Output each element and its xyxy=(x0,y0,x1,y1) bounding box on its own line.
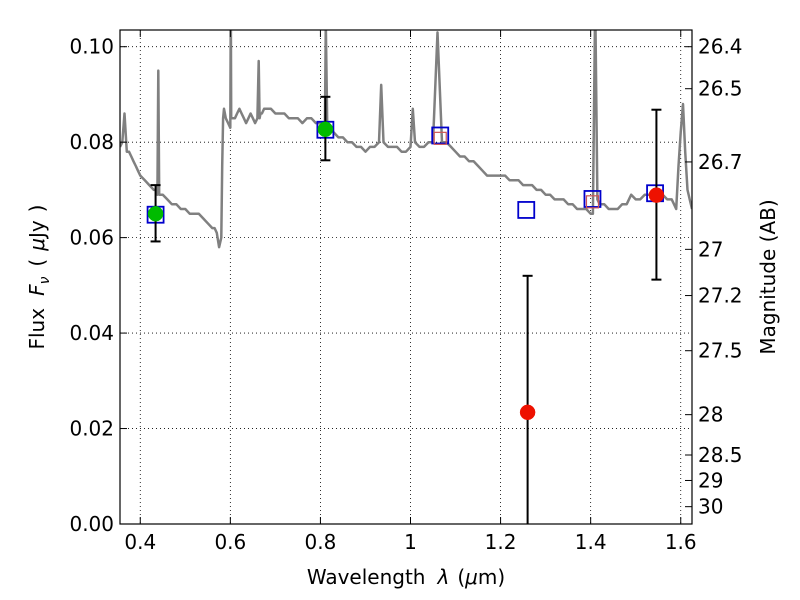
x-tick-label: 0.4 xyxy=(124,530,156,554)
tick-labels: 0.4 0.6 0.8 1 1.2 1.4 1.6 0.00 0.02 0.04 0.06 0.08 0… xyxy=(69,35,742,554)
model-point-square xyxy=(431,126,450,145)
magnitude-tick-label: 28 xyxy=(698,403,723,427)
magnitude-tick-label: 30 xyxy=(698,495,723,519)
magnitude-tick-label: 29 xyxy=(698,468,723,492)
y-tick-label: 0.04 xyxy=(69,321,114,345)
y-tick-label: 0.08 xyxy=(69,130,114,154)
y-tick-label: 0.06 xyxy=(69,226,114,250)
x-axis-label: Wavelength λ (μm) xyxy=(307,565,505,589)
x-tick-label: 1.4 xyxy=(575,530,607,554)
y-tick-label: 0.02 xyxy=(69,417,114,441)
y-tick-label: 0.10 xyxy=(69,35,114,59)
magnitude-tick-label: 28.5 xyxy=(698,443,743,467)
observed-point xyxy=(648,187,665,203)
x-tick-label: 1.2 xyxy=(485,530,517,554)
observed-point xyxy=(147,206,164,222)
magnitude-tick-label: 27.5 xyxy=(698,339,743,363)
magnitude-tick-label: 26.5 xyxy=(698,77,743,101)
plot-area xyxy=(120,30,692,524)
tick-marks xyxy=(120,30,692,525)
observed-point xyxy=(519,404,536,421)
magnitude-tick-label: 27.2 xyxy=(698,284,743,308)
x-tick-label: 0.6 xyxy=(214,530,246,554)
x-tick-label: 1 xyxy=(404,530,417,554)
model-point-inner-square xyxy=(433,131,447,145)
grid-lines xyxy=(120,30,692,525)
model-point-square xyxy=(583,190,602,208)
observed-point xyxy=(317,121,334,138)
magnitude-tick-label: 26.7 xyxy=(698,150,743,174)
model-spectrum-line xyxy=(120,30,692,249)
magnitude-tick-label: 26.4 xyxy=(698,35,743,59)
model-point-inner-square xyxy=(585,195,600,209)
y2-axis-label: Magnitude (AB) xyxy=(756,199,780,354)
x-tick-label: 0.8 xyxy=(305,530,337,554)
y-tick-label: 0.00 xyxy=(69,512,114,536)
plot-frame xyxy=(119,29,693,525)
magnitude-tick-label: 27 xyxy=(698,237,723,261)
model-point-square xyxy=(517,201,536,219)
y-axis-label: FluxFν(μJy) xyxy=(25,204,53,349)
x-tick-label: 1.6 xyxy=(665,530,697,554)
